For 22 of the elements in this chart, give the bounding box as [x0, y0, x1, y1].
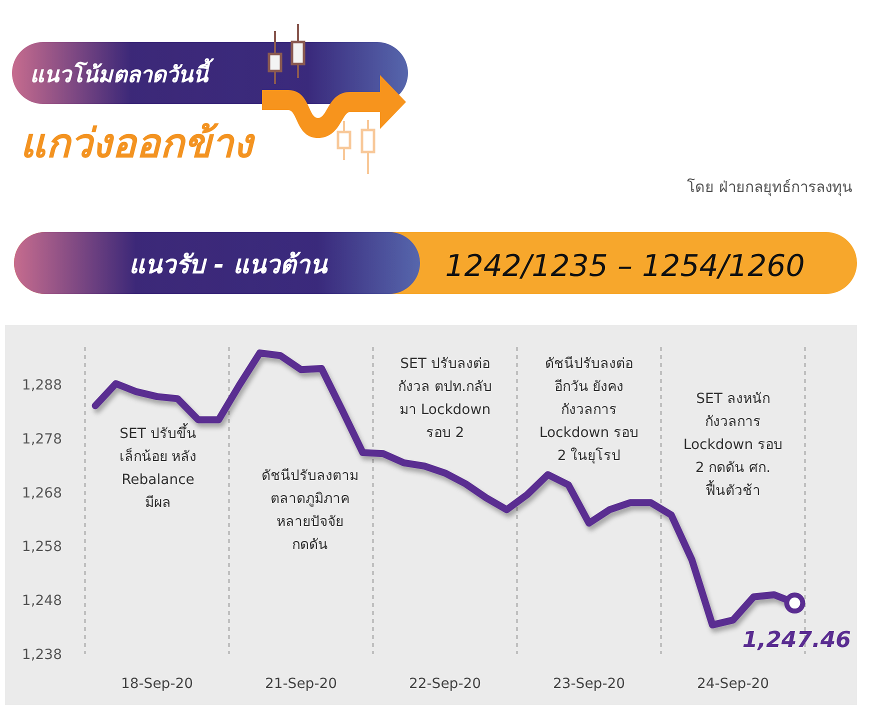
- x-tick-label: 21-Sep-20: [264, 676, 338, 692]
- chart-subtitle: แกว่งออกข้าง: [20, 121, 256, 167]
- y-tick-label: 1,248: [22, 593, 62, 610]
- chart-title: แนวโน้มตลาดวันนี้: [30, 58, 215, 88]
- y-tick-label: 1,288: [22, 378, 62, 394]
- y-tick-label: 1,268: [22, 485, 62, 502]
- annotation: SET ลงหนัก กังวลการ Lockdown รอบ 2 กดดัน ศก. ฟื้นตัวช้า: [683, 390, 783, 499]
- y-tick-label: 1,258: [22, 539, 62, 556]
- text: 1242/1235 – 1254/1260: [445, 249, 805, 284]
- annotation: ดัชนีปรับลงตาม ตลาดภูมิภาค หลายปัจจัย กดดัน: [262, 468, 358, 553]
- text: แนวรับ - แนวต้าน: [129, 250, 329, 279]
- y-tick-label: 1,238: [22, 646, 62, 663]
- text: โดย ฝ่ายกลยุทธ์การลงทุน: [687, 178, 852, 197]
- annotation: SET ปรับขึ้น เล็กน้อย หลัง Rebalance มีผล: [119, 422, 197, 511]
- data-label: 1,247.46: [742, 628, 851, 654]
- annotation: SET ปรับลงต่อ กังวล ตปท.กลับ มา Lockdown รอบ 2: [398, 356, 492, 441]
- annotation: ดัชนีปรับลงต่อ อีกวัน ยังคง กังวลการ Lockdown รอบ 2 ในยุโรป: [539, 356, 639, 464]
- x-tick-label: 24-Sep-20: [696, 676, 770, 692]
- y-tick-label: 1,278: [22, 431, 62, 448]
- x-tick-label: 23-Sep-20: [552, 676, 626, 692]
- x-tick-label: 18-Sep-20: [120, 676, 194, 692]
- x-tick-label: 22-Sep-20: [408, 676, 482, 692]
